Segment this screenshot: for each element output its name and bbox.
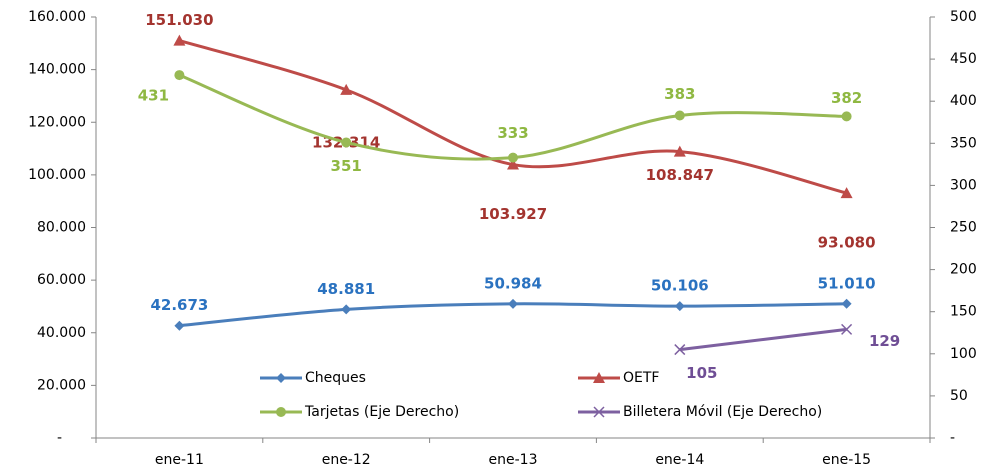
legend-marker — [593, 406, 605, 418]
legend-marker — [276, 407, 286, 417]
y2-tick-label: 250 — [950, 220, 977, 236]
data-label: 103.927 — [479, 205, 547, 223]
data-label: 51.010 — [818, 274, 876, 292]
data-point — [674, 301, 685, 312]
data-point — [508, 298, 518, 309]
x-tick-label: ene-13 — [489, 452, 538, 468]
data-label: 93.080 — [818, 234, 876, 252]
y2-tick-label: 500 — [950, 9, 977, 25]
legend-label: OETF — [623, 370, 659, 386]
y-tick-label: 100.000 — [28, 167, 86, 183]
legend-marker — [593, 372, 605, 383]
y2-tick-label: 50 — [950, 388, 968, 404]
data-label: 48.881 — [317, 280, 375, 298]
x-tick-label: ene-14 — [655, 452, 704, 468]
data-point — [507, 158, 519, 170]
series-line — [178, 39, 847, 195]
y-tick-label: 160.000 — [28, 9, 86, 25]
data-point — [841, 111, 852, 122]
legend-item: Billetera Móvil (Eje Derecho) — [578, 404, 822, 420]
data-point — [508, 152, 518, 163]
x-tick-label: ene-12 — [322, 452, 371, 468]
data-point — [341, 304, 352, 315]
legend-label: Tarjetas (Eje Derecho) — [304, 404, 459, 420]
data-label: 351 — [331, 157, 362, 175]
data-label: 431 — [138, 87, 169, 105]
y-tick-label: 140.000 — [28, 62, 86, 78]
y-tick-label: - — [57, 430, 62, 446]
data-point — [673, 145, 686, 157]
data-point — [674, 110, 685, 121]
legend-label: Billetera Móvil (Eje Derecho) — [623, 404, 822, 420]
series-line — [679, 327, 847, 352]
data-point — [173, 34, 186, 46]
y2-tick-label: 400 — [950, 93, 977, 109]
data-point — [174, 70, 185, 81]
data-point — [841, 298, 852, 309]
y2-tick-label: 150 — [950, 304, 977, 320]
legend-item: Tarjetas (Eje Derecho) — [260, 404, 459, 420]
y-tick-label: 20.000 — [37, 377, 86, 393]
data-label: 333 — [497, 124, 528, 142]
x-tick-label: ene-11 — [155, 452, 204, 468]
legend-item: OETF — [578, 370, 659, 386]
y-tick-label: 40.000 — [37, 325, 86, 341]
data-label: 42.673 — [150, 296, 208, 314]
data-point — [340, 83, 353, 95]
data-point — [674, 344, 686, 356]
y-tick-label: 120.000 — [28, 114, 86, 130]
data-point — [174, 320, 185, 331]
data-label: 129 — [869, 332, 900, 350]
legend-item: Cheques — [260, 370, 366, 386]
data-label: 50.984 — [484, 274, 542, 292]
y2-tick-label: 450 — [950, 51, 977, 67]
y-tick-label: 60.000 — [37, 272, 86, 288]
data-label: 108.847 — [646, 166, 714, 184]
data-point — [841, 323, 853, 335]
data-label: 151.030 — [145, 11, 213, 29]
y2-tick-label: 350 — [950, 135, 977, 151]
y2-tick-label: 200 — [950, 262, 977, 278]
data-label: 105 — [686, 364, 717, 382]
data-point — [341, 137, 352, 148]
x-tick-label: ene-15 — [822, 452, 871, 468]
y-tick-label: 80.000 — [37, 220, 86, 236]
legend-marker — [276, 373, 286, 383]
data-point — [840, 187, 853, 199]
y2-tick-label: 300 — [950, 177, 977, 193]
y2-tick-label: - — [950, 430, 955, 446]
legend-label: Cheques — [305, 370, 366, 386]
data-label: 383 — [664, 85, 695, 103]
series-line — [178, 73, 847, 161]
data-label: 382 — [831, 89, 862, 107]
y2-tick-label: 100 — [950, 346, 977, 362]
data-label: 50.106 — [651, 277, 709, 295]
